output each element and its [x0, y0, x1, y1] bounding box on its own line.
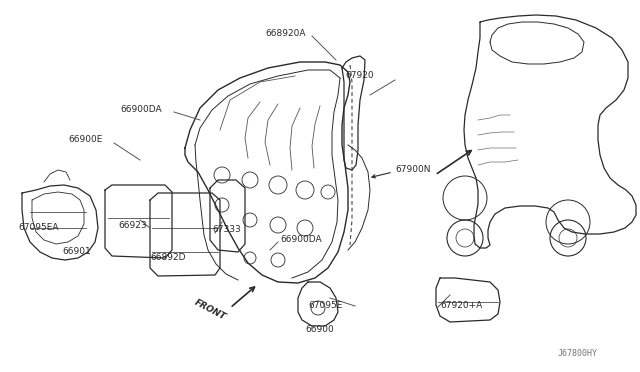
Text: 668920A: 668920A — [265, 29, 305, 38]
Text: 67095E: 67095E — [308, 301, 342, 310]
Text: 66901: 66901 — [62, 247, 91, 257]
Text: 67333: 67333 — [212, 225, 241, 234]
Text: J67800HY: J67800HY — [558, 349, 598, 358]
Text: 67095EA: 67095EA — [18, 222, 58, 231]
Text: 66900: 66900 — [305, 326, 333, 334]
Text: 67920: 67920 — [345, 71, 374, 80]
Text: 66900DA: 66900DA — [120, 106, 162, 115]
Text: 66892D: 66892D — [150, 253, 186, 263]
Text: 66900DA: 66900DA — [280, 235, 322, 244]
Text: 67900N: 67900N — [395, 166, 431, 174]
Text: 66900E: 66900E — [68, 135, 102, 144]
Text: 67920+A: 67920+A — [440, 301, 483, 310]
Text: 66923: 66923 — [118, 221, 147, 230]
Text: FRONT: FRONT — [193, 298, 227, 322]
